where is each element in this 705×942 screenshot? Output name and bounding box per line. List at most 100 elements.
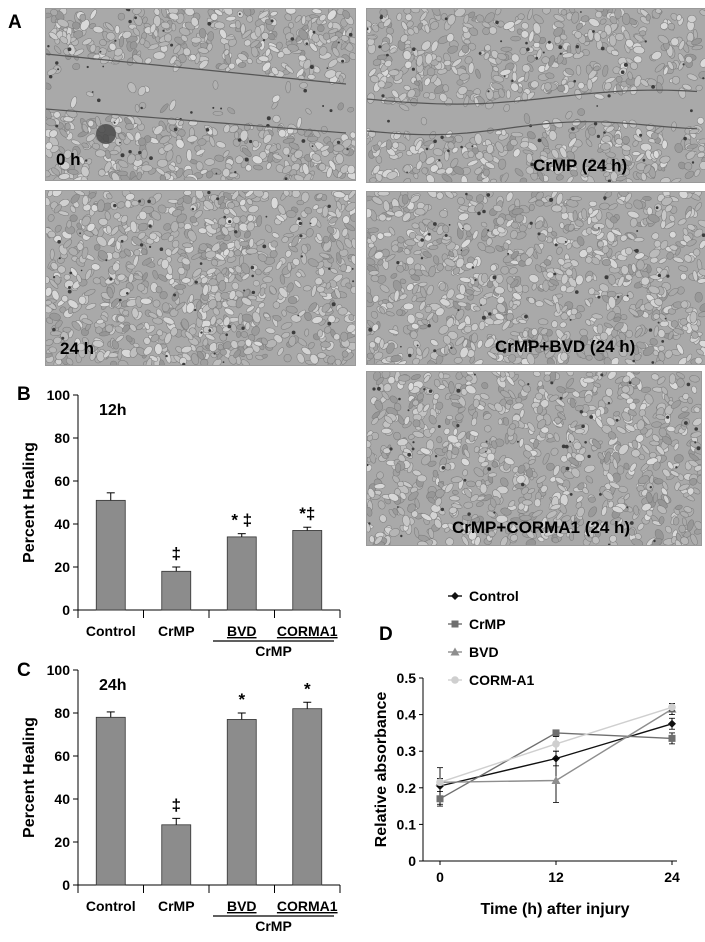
cell	[663, 495, 670, 504]
cell	[393, 402, 402, 412]
cell	[186, 302, 195, 314]
cell	[500, 507, 512, 516]
cell	[435, 307, 445, 317]
cell	[407, 89, 416, 99]
cell	[510, 82, 519, 92]
cell	[526, 131, 536, 140]
cell	[687, 224, 696, 231]
cell	[491, 461, 498, 468]
cell	[537, 170, 545, 182]
cell	[532, 22, 541, 35]
cell	[631, 449, 641, 458]
cell	[319, 144, 330, 152]
cell	[241, 29, 252, 39]
cell	[80, 165, 90, 178]
cell	[282, 146, 291, 156]
cell	[568, 457, 579, 466]
cell	[636, 419, 645, 431]
cell	[406, 20, 414, 28]
cell	[129, 41, 138, 50]
data-point	[436, 778, 444, 787]
dark-cell	[49, 75, 53, 79]
cell	[475, 194, 485, 203]
cell	[545, 72, 555, 79]
cell	[546, 271, 554, 279]
cell	[550, 447, 559, 456]
cell	[680, 273, 687, 281]
cell	[656, 505, 667, 514]
cell	[198, 243, 208, 251]
cell	[237, 62, 247, 68]
cell	[592, 223, 606, 230]
dark-cell	[587, 454, 591, 459]
cell	[392, 508, 399, 516]
cell	[624, 358, 637, 364]
cell	[349, 131, 355, 139]
cell	[430, 21, 440, 30]
dark-cell	[420, 238, 424, 242]
x-tick-label: Control	[86, 898, 136, 914]
dark-cell	[67, 289, 72, 294]
dark-cell	[128, 19, 132, 24]
cell	[685, 210, 692, 219]
cell	[415, 347, 423, 357]
micrograph-crmp-24h-image	[367, 9, 705, 182]
cell	[516, 475, 526, 484]
panel-label-a: A	[8, 12, 22, 33]
cell	[635, 152, 645, 162]
cell	[687, 15, 697, 23]
cell	[388, 226, 396, 236]
cell	[416, 55, 424, 67]
cell	[549, 394, 559, 402]
micrograph-caption-0h: 0 h	[56, 150, 81, 169]
cell	[631, 538, 644, 545]
cell	[328, 217, 338, 224]
dark-cell	[598, 227, 600, 229]
cell	[604, 451, 611, 463]
cell	[433, 255, 440, 265]
dark-cell	[119, 141, 121, 144]
cell	[215, 318, 223, 325]
cell	[609, 534, 617, 543]
cell	[523, 113, 531, 124]
dark-cell	[437, 425, 441, 428]
cell	[241, 147, 252, 157]
cell	[340, 35, 349, 42]
dark-cell	[328, 267, 331, 270]
cell	[198, 59, 209, 69]
dark-cell	[398, 397, 401, 401]
cell	[290, 314, 302, 323]
cell	[551, 320, 558, 329]
cell	[248, 238, 255, 248]
cell	[505, 192, 514, 202]
cell	[629, 218, 638, 228]
dark-cell	[604, 275, 609, 280]
cell	[308, 302, 318, 312]
significance-mark: *‡	[299, 504, 315, 523]
cell	[314, 277, 323, 286]
cell	[640, 172, 647, 182]
cell	[283, 191, 290, 197]
cell	[642, 415, 651, 426]
cell	[487, 351, 497, 360]
dark-cell	[471, 145, 474, 148]
cell	[559, 146, 568, 159]
cell	[89, 44, 97, 53]
cell	[64, 122, 71, 131]
cell	[228, 172, 239, 178]
cell	[304, 128, 312, 137]
cell	[92, 26, 104, 34]
cell	[618, 348, 628, 357]
cell	[321, 303, 331, 313]
cell	[525, 166, 535, 175]
cell	[575, 274, 584, 286]
cell	[448, 250, 455, 258]
cell	[536, 475, 547, 484]
cell	[412, 469, 422, 477]
cell	[486, 510, 496, 518]
dark-cell	[58, 257, 61, 260]
dark-cell	[530, 162, 534, 167]
cell	[574, 219, 584, 227]
dark-cell	[225, 333, 228, 336]
cell	[399, 492, 407, 500]
